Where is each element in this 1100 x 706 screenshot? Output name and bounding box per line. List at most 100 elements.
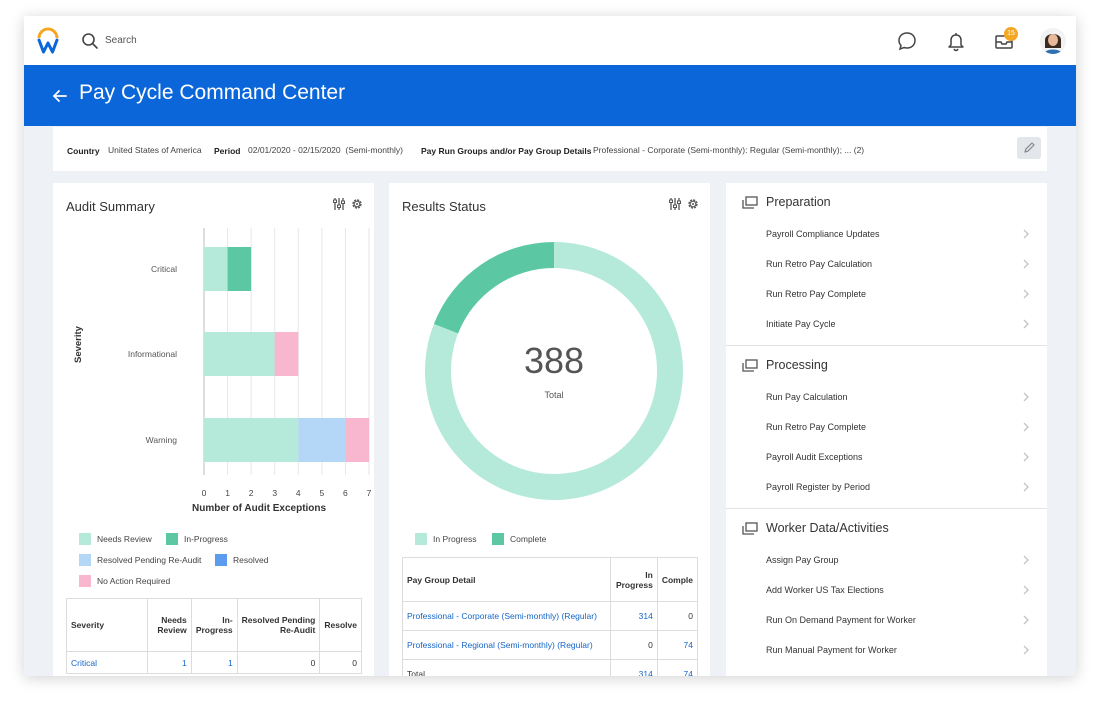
column-header-pay-group-detail[interactable]: Pay Group Detail	[401, 557, 612, 602]
resolved-pending-count: 0	[236, 651, 321, 674]
bar-segment[interactable]	[227, 247, 252, 291]
total-row-label: Total	[401, 659, 612, 676]
chevron-right-icon	[1023, 585, 1029, 595]
task-link[interactable]: Run Retro Pay Complete	[766, 412, 1032, 442]
task-link[interactable]: Run Pay Calculation	[766, 382, 1032, 412]
chevron-right-icon	[1023, 259, 1029, 269]
bar-segment[interactable]	[204, 332, 275, 376]
column-header-in-progress[interactable]: In Progress	[610, 557, 658, 602]
pencil-icon	[1024, 142, 1035, 153]
resolved-count: 0	[319, 651, 362, 674]
table-row: Critical 1 1 0 0	[65, 651, 362, 674]
in-progress-count[interactable]: 1	[190, 651, 238, 674]
avatar[interactable]	[1040, 28, 1066, 54]
task-label: Run Retro Pay Complete	[766, 422, 867, 432]
gear-icon[interactable]	[350, 197, 364, 211]
task-label: Run Retro Pay Calculation	[766, 259, 873, 269]
chat-icon[interactable]	[896, 30, 918, 52]
table-total-row: Total 314 74	[401, 659, 699, 676]
category-label: Warning	[146, 435, 178, 445]
period-label: Period	[214, 146, 241, 156]
chevron-right-icon	[1023, 452, 1029, 462]
pay-group-link[interactable]: Professional - Regional (Semi-monthly) (…	[401, 630, 612, 660]
column-header-resolved-pending[interactable]: Resolved Pending Re-Audit	[236, 598, 321, 652]
column-header-needs-review[interactable]: Needs Review	[147, 598, 192, 652]
filter-settings-icon[interactable]	[668, 197, 682, 211]
needs-review-count[interactable]: 1	[147, 651, 192, 674]
x-tick-label: 7	[367, 488, 372, 498]
in-progress-count: 0	[610, 630, 658, 660]
task-label: Payroll Register by Period	[766, 482, 871, 492]
filter-bar: Country United States of America Period …	[53, 127, 1047, 171]
category-label: Informational	[128, 349, 177, 359]
column-header-in-progress[interactable]: In- Progress	[190, 598, 238, 652]
x-tick-label: 4	[296, 488, 301, 498]
task-link[interactable]: Run On Demand Payment for Worker	[766, 605, 1032, 635]
donut-segment-complete[interactable]	[433, 242, 554, 334]
task-link[interactable]: Payroll Audit Exceptions	[766, 442, 1032, 472]
task-link[interactable]: Add Worker US Tax Elections	[766, 575, 1032, 605]
table-row: Professional - Corporate (Semi-monthly) …	[401, 601, 699, 631]
section-title: Preparation	[766, 195, 831, 209]
edit-filters-button[interactable]	[1017, 137, 1041, 159]
x-tick-label: 6	[343, 488, 348, 498]
task-label: Run On Demand Payment for Worker	[766, 615, 916, 625]
section-icon	[742, 196, 758, 209]
column-header-resolved[interactable]: Resolve	[319, 598, 362, 652]
bar-segment[interactable]	[204, 418, 299, 462]
bell-icon[interactable]	[945, 30, 967, 52]
complete-count[interactable]: 74	[656, 630, 699, 660]
gear-icon[interactable]	[686, 197, 700, 211]
section-icon	[742, 359, 758, 372]
table-row: Professional - Regional (Semi-monthly) (…	[401, 630, 699, 660]
task-link[interactable]: Payroll Register by Period	[766, 472, 1032, 502]
search-icon[interactable]	[81, 32, 99, 50]
chevron-right-icon	[1023, 289, 1029, 299]
section-divider	[726, 508, 1047, 509]
task-link[interactable]: Payroll Compliance Updates	[766, 219, 1032, 249]
y-axis-title: Severity	[73, 326, 84, 363]
table-header-row: Pay Group Detail In Progress Comple	[401, 557, 699, 602]
x-tick-label: 3	[272, 488, 277, 498]
table-header-row: Severity Needs Review In- Progress Resolve…	[65, 598, 362, 652]
task-link[interactable]: Assign Pay Group	[766, 545, 1032, 575]
results-status-title: Results Status	[402, 199, 486, 214]
column-header-complete[interactable]: Comple	[656, 557, 699, 602]
workday-logo[interactable]	[36, 27, 60, 55]
chevron-right-icon	[1023, 319, 1029, 329]
chevron-right-icon	[1023, 482, 1029, 492]
chevron-right-icon	[1023, 392, 1029, 402]
filter-settings-icon[interactable]	[332, 197, 346, 211]
task-link[interactable]: Run Retro Pay Complete	[766, 279, 1032, 309]
category-label: Critical	[151, 264, 177, 274]
app-window: Search 15 Pay Cycle Command Center	[24, 16, 1076, 676]
bar-segment[interactable]	[204, 247, 228, 291]
section-icon	[742, 522, 758, 535]
audit-summary-title: Audit Summary	[66, 199, 155, 214]
bar-segment[interactable]	[345, 418, 369, 462]
search-input[interactable]: Search	[105, 35, 137, 46]
total-in-progress[interactable]: 314	[610, 659, 658, 676]
bar-segment[interactable]	[298, 418, 346, 462]
total-complete[interactable]: 74	[656, 659, 699, 676]
task-label: Initiate Pay Cycle	[766, 319, 836, 329]
task-link[interactable]: Run Retro Pay Calculation	[766, 249, 1032, 279]
back-arrow-icon[interactable]	[50, 86, 70, 106]
pay-group-link[interactable]: Professional - Corporate (Semi-monthly) …	[401, 601, 612, 631]
section-title: Processing	[766, 358, 828, 372]
in-progress-count[interactable]: 314	[610, 601, 658, 631]
chevron-right-icon	[1023, 229, 1029, 239]
task-label: Payroll Audit Exceptions	[766, 452, 863, 462]
severity-link[interactable]: Critical	[65, 651, 149, 674]
x-axis-title: Number of Audit Exceptions	[192, 503, 327, 514]
x-tick-label: 2	[249, 488, 254, 498]
column-header-severity[interactable]: Severity	[65, 598, 149, 652]
tasks-panel: Preparation Payroll Compliance Updates Run…	[726, 183, 1047, 676]
chevron-right-icon	[1023, 645, 1029, 655]
task-label: Run Retro Pay Complete	[766, 289, 867, 299]
pay-run-groups-label: Pay Run Groups and/or Pay Group Details	[421, 146, 592, 156]
task-link[interactable]: Run Manual Payment for Worker	[766, 635, 1032, 665]
notification-badge: 15	[1004, 27, 1018, 41]
task-link[interactable]: Initiate Pay Cycle	[766, 309, 1032, 339]
bar-segment[interactable]	[274, 332, 299, 376]
